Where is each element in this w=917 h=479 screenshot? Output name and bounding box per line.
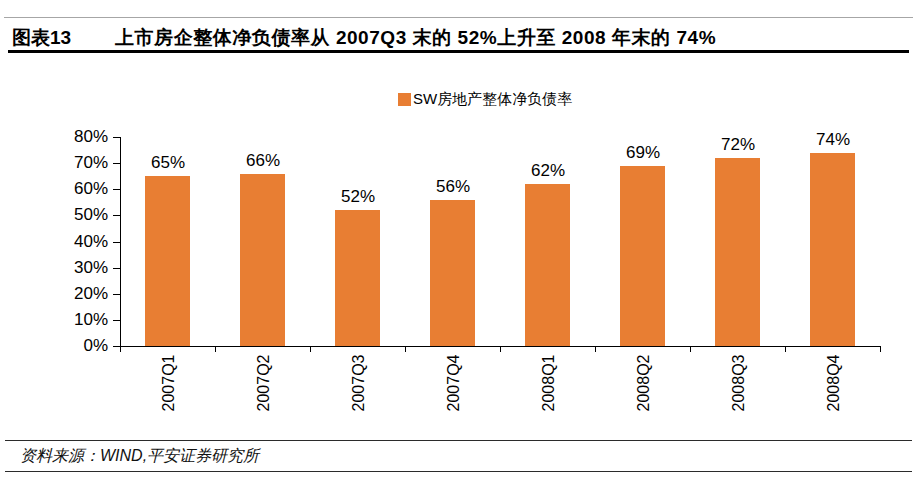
x-axis-tick: [310, 346, 311, 352]
x-category-label: 2007Q3: [350, 355, 367, 429]
x-category-label: 2007Q4: [445, 355, 462, 429]
y-axis-tick: [113, 189, 120, 190]
report-figure: 图表13 上市房企整体净负债率从 2007Q3 末的 52%上升至 2008 年…: [0, 0, 917, 479]
x-category-label: 2008Q1: [540, 355, 557, 429]
chart-plot: 0% 10% 20% 30% 40% 50% 60% 70% 80% 65% 2007Q1 66% 20…: [0, 52, 917, 439]
source-divider-bottom: [5, 471, 912, 472]
top-divider: [4, 17, 913, 18]
x-category-label: 2007Q1: [160, 355, 177, 429]
y-axis-label: 30%: [52, 259, 108, 277]
bar: [715, 158, 760, 346]
x-category-label: 2007Q2: [255, 355, 272, 429]
y-axis-label: 40%: [52, 233, 108, 251]
y-axis-tick: [113, 294, 120, 295]
y-axis-tick: [113, 215, 120, 216]
y-axis-label: 20%: [52, 285, 108, 303]
bar-value-label: 66%: [231, 151, 295, 171]
y-axis-label: 80%: [52, 128, 108, 146]
x-axis-tick: [785, 346, 786, 352]
bar-value-label: 56%: [421, 177, 485, 197]
y-axis-tick: [113, 320, 120, 321]
bar-chart: SW房地产整体净负债率 0%10%20%30%40%50%60%70%80%65…: [0, 52, 917, 439]
figure-title: 上市房企整体净负债率从 2007Q3 末的 52%上升至 2008 年末的 74…: [115, 25, 716, 51]
bar-value-label: 72%: [706, 135, 770, 155]
bar: [430, 200, 475, 346]
bar: [335, 210, 380, 346]
bar: [240, 174, 285, 346]
bar-value-label: 74%: [801, 130, 865, 150]
x-category-label: 2008Q2: [635, 355, 652, 429]
y-axis-tick: [113, 268, 120, 269]
y-axis-tick: [113, 163, 120, 164]
figure-label: 图表13: [12, 25, 71, 51]
bar-value-label: 62%: [516, 161, 580, 181]
y-axis-tick: [113, 242, 120, 243]
x-axis-tick: [880, 346, 881, 352]
bar-value-label: 69%: [611, 143, 675, 163]
bar: [620, 166, 665, 346]
x-axis-tick: [690, 346, 691, 352]
x-axis-tick: [120, 346, 121, 352]
x-axis-tick: [500, 346, 501, 352]
bar-value-label: 65%: [136, 153, 200, 173]
y-axis-label: 0%: [52, 337, 108, 355]
y-axis-label: 60%: [52, 180, 108, 198]
y-axis-label: 70%: [52, 154, 108, 172]
x-category-label: 2008Q3: [730, 355, 747, 429]
bar: [525, 184, 570, 346]
y-axis-label: 50%: [52, 206, 108, 224]
y-axis-tick: [113, 137, 120, 138]
source-text: 资料来源：WIND,平安证券研究所: [20, 446, 259, 467]
x-axis-tick: [595, 346, 596, 352]
source-divider-top: [5, 440, 912, 441]
x-axis-tick: [405, 346, 406, 352]
x-axis-tick: [215, 346, 216, 352]
x-category-label: 2008Q4: [825, 355, 842, 429]
y-axis-label: 10%: [52, 311, 108, 329]
bar-value-label: 52%: [326, 187, 390, 207]
y-axis-line: [120, 137, 121, 347]
bar: [145, 176, 190, 346]
bar: [810, 153, 855, 346]
y-axis-tick: [113, 346, 120, 347]
